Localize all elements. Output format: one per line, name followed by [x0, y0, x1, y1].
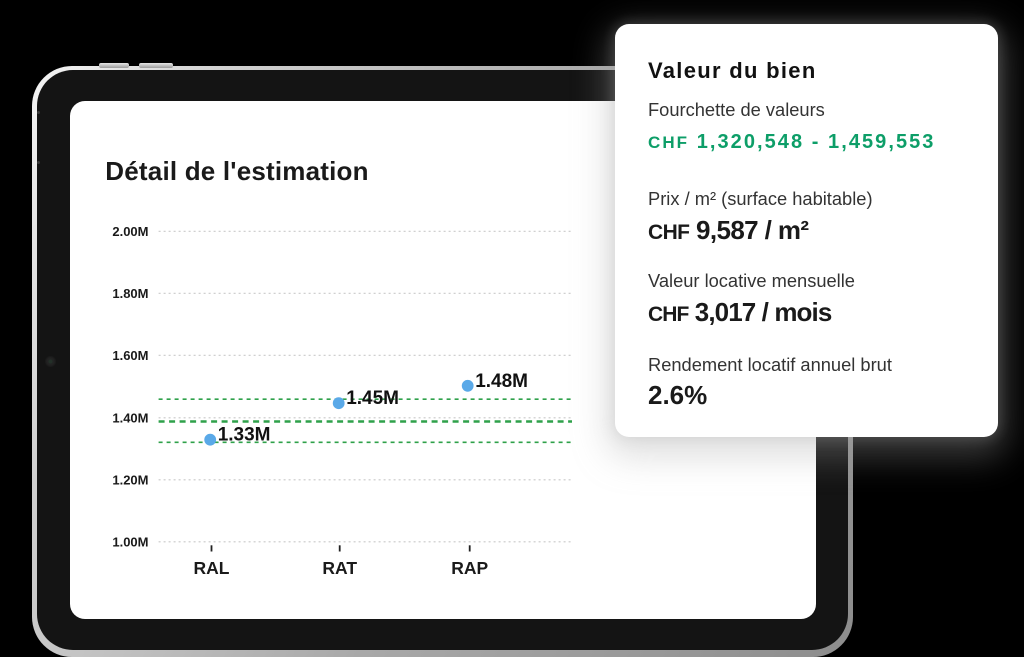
svg-text:1.45M: 1.45M — [346, 388, 399, 409]
svg-text:RAT: RAT — [322, 558, 357, 578]
svg-text:RAP: RAP — [451, 558, 488, 578]
svg-text:1.00M: 1.00M — [112, 535, 148, 550]
svg-text:1.20M: 1.20M — [112, 473, 148, 488]
svg-text:1.48M: 1.48M — [475, 371, 528, 392]
svg-text:RAL: RAL — [193, 558, 229, 578]
svg-text:1.33M: 1.33M — [217, 425, 270, 446]
svg-text:1.80M: 1.80M — [112, 286, 148, 301]
svg-text:2.00M: 2.00M — [112, 224, 148, 239]
svg-text:1.40M: 1.40M — [112, 411, 148, 426]
svg-text:1.60M: 1.60M — [112, 348, 148, 363]
